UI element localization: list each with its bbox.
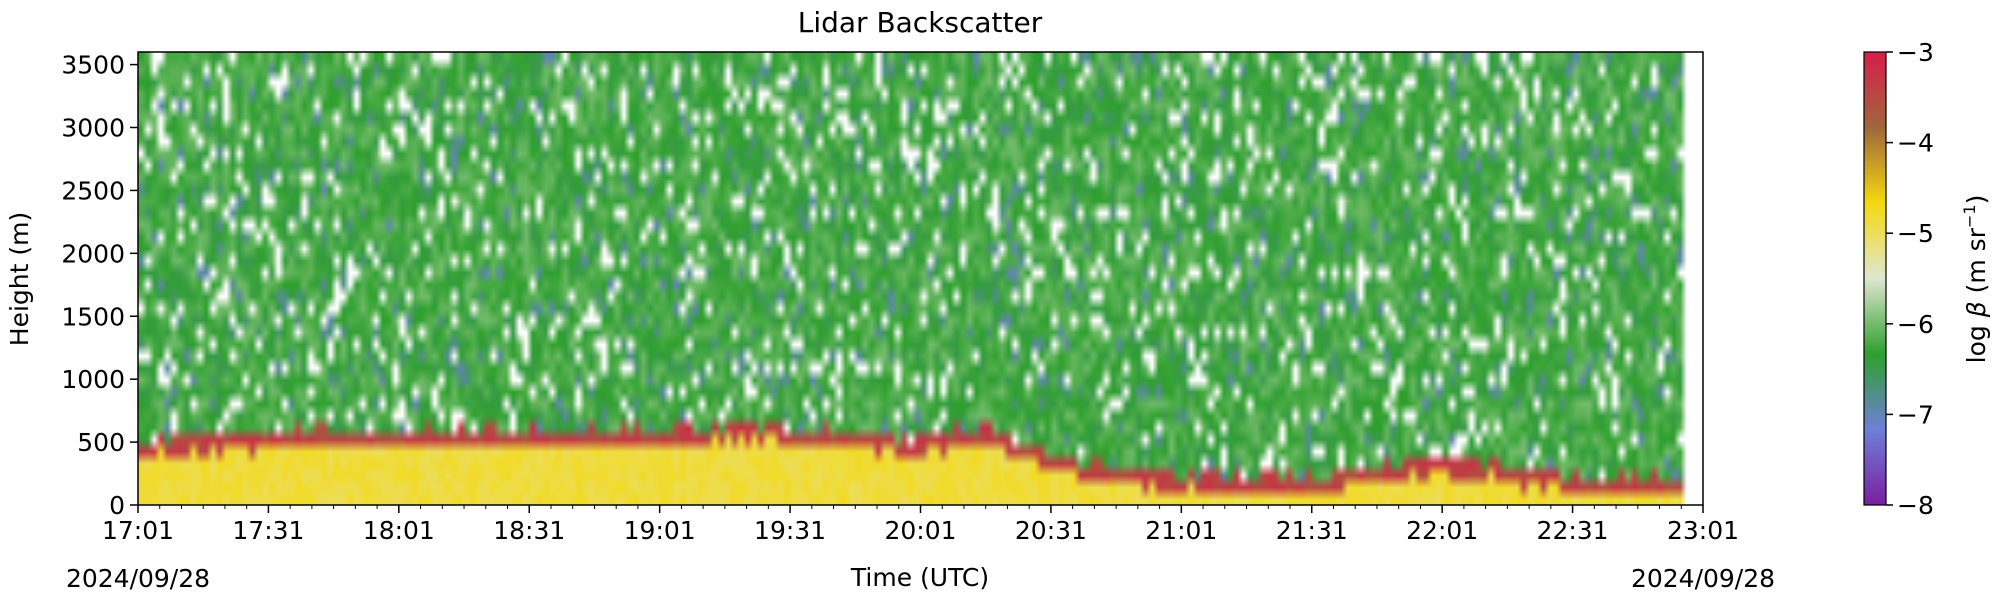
- y-tick-label: 1000: [61, 365, 125, 394]
- plot-area: [138, 52, 1703, 505]
- y-axis-label: Height (m): [5, 212, 34, 346]
- x-tick-label: 22:01: [1406, 516, 1478, 545]
- colorbar-ticks: −3 −4 −5 −6 −7 −8: [1886, 38, 1934, 520]
- x-tick-label: 19:01: [624, 516, 696, 545]
- colorbar-label-prefix: log: [1962, 317, 1991, 363]
- x-tick-label: 21:01: [1145, 516, 1217, 545]
- y-tick-label: 2500: [61, 176, 125, 205]
- x-end-date: 2024/09/28: [1631, 564, 1775, 593]
- x-start-date: 2024/09/28: [66, 564, 210, 593]
- colorbar-label-symbol: β: [1962, 301, 1991, 318]
- x-tick-label: 17:01: [102, 516, 174, 545]
- colorbar-tick-label: −8: [1897, 491, 1934, 520]
- x-tick-label: 19:31: [754, 516, 826, 545]
- colorbar-label-units: (m sr: [1962, 227, 1991, 301]
- y-tick-label: 3500: [61, 51, 125, 80]
- colorbar-label-exponent: −1: [1960, 204, 1979, 228]
- x-axis-label: Time (UTC): [850, 563, 989, 592]
- colorbar-tick-label: −4: [1897, 129, 1934, 158]
- chart-title: Lidar Backscatter: [798, 6, 1043, 39]
- x-tick-label: 22:31: [1537, 516, 1609, 545]
- y-tick-label: 3000: [61, 114, 125, 143]
- backscatter-heatmap: [138, 52, 1703, 505]
- x-tick-label: 20:01: [884, 516, 956, 545]
- colorbar-tick-label: −6: [1897, 310, 1934, 339]
- colorbar: [1863, 51, 1887, 506]
- colorbar-label-close: ): [1962, 195, 1991, 205]
- x-tick-label: 21:31: [1276, 516, 1348, 545]
- y-axis: 0 500 1000 1500 2000 2500 3000 3500: [61, 51, 138, 520]
- colorbar-label: log β (m sr−1): [1960, 195, 1991, 364]
- y-tick-label: 2000: [61, 239, 125, 268]
- x-tick-label: 18:31: [493, 516, 565, 545]
- x-tick-label: 23:01: [1667, 516, 1739, 545]
- y-tick-label: 500: [77, 428, 125, 457]
- x-tick-label: 18:01: [363, 516, 435, 545]
- x-tick-label: 20:31: [1015, 516, 1087, 545]
- y-tick-label: 0: [109, 491, 125, 520]
- colorbar-tick-label: −7: [1897, 400, 1934, 429]
- y-tick-label: 1500: [61, 302, 125, 331]
- x-axis: 17:01 17:31 18:01 18:31 19:01 19:31 20:01 20:31…: [102, 505, 1739, 545]
- colorbar-tick-label: −5: [1897, 219, 1934, 248]
- x-tick-label: 17:31: [232, 516, 304, 545]
- colorbar-tick-label: −3: [1897, 38, 1934, 67]
